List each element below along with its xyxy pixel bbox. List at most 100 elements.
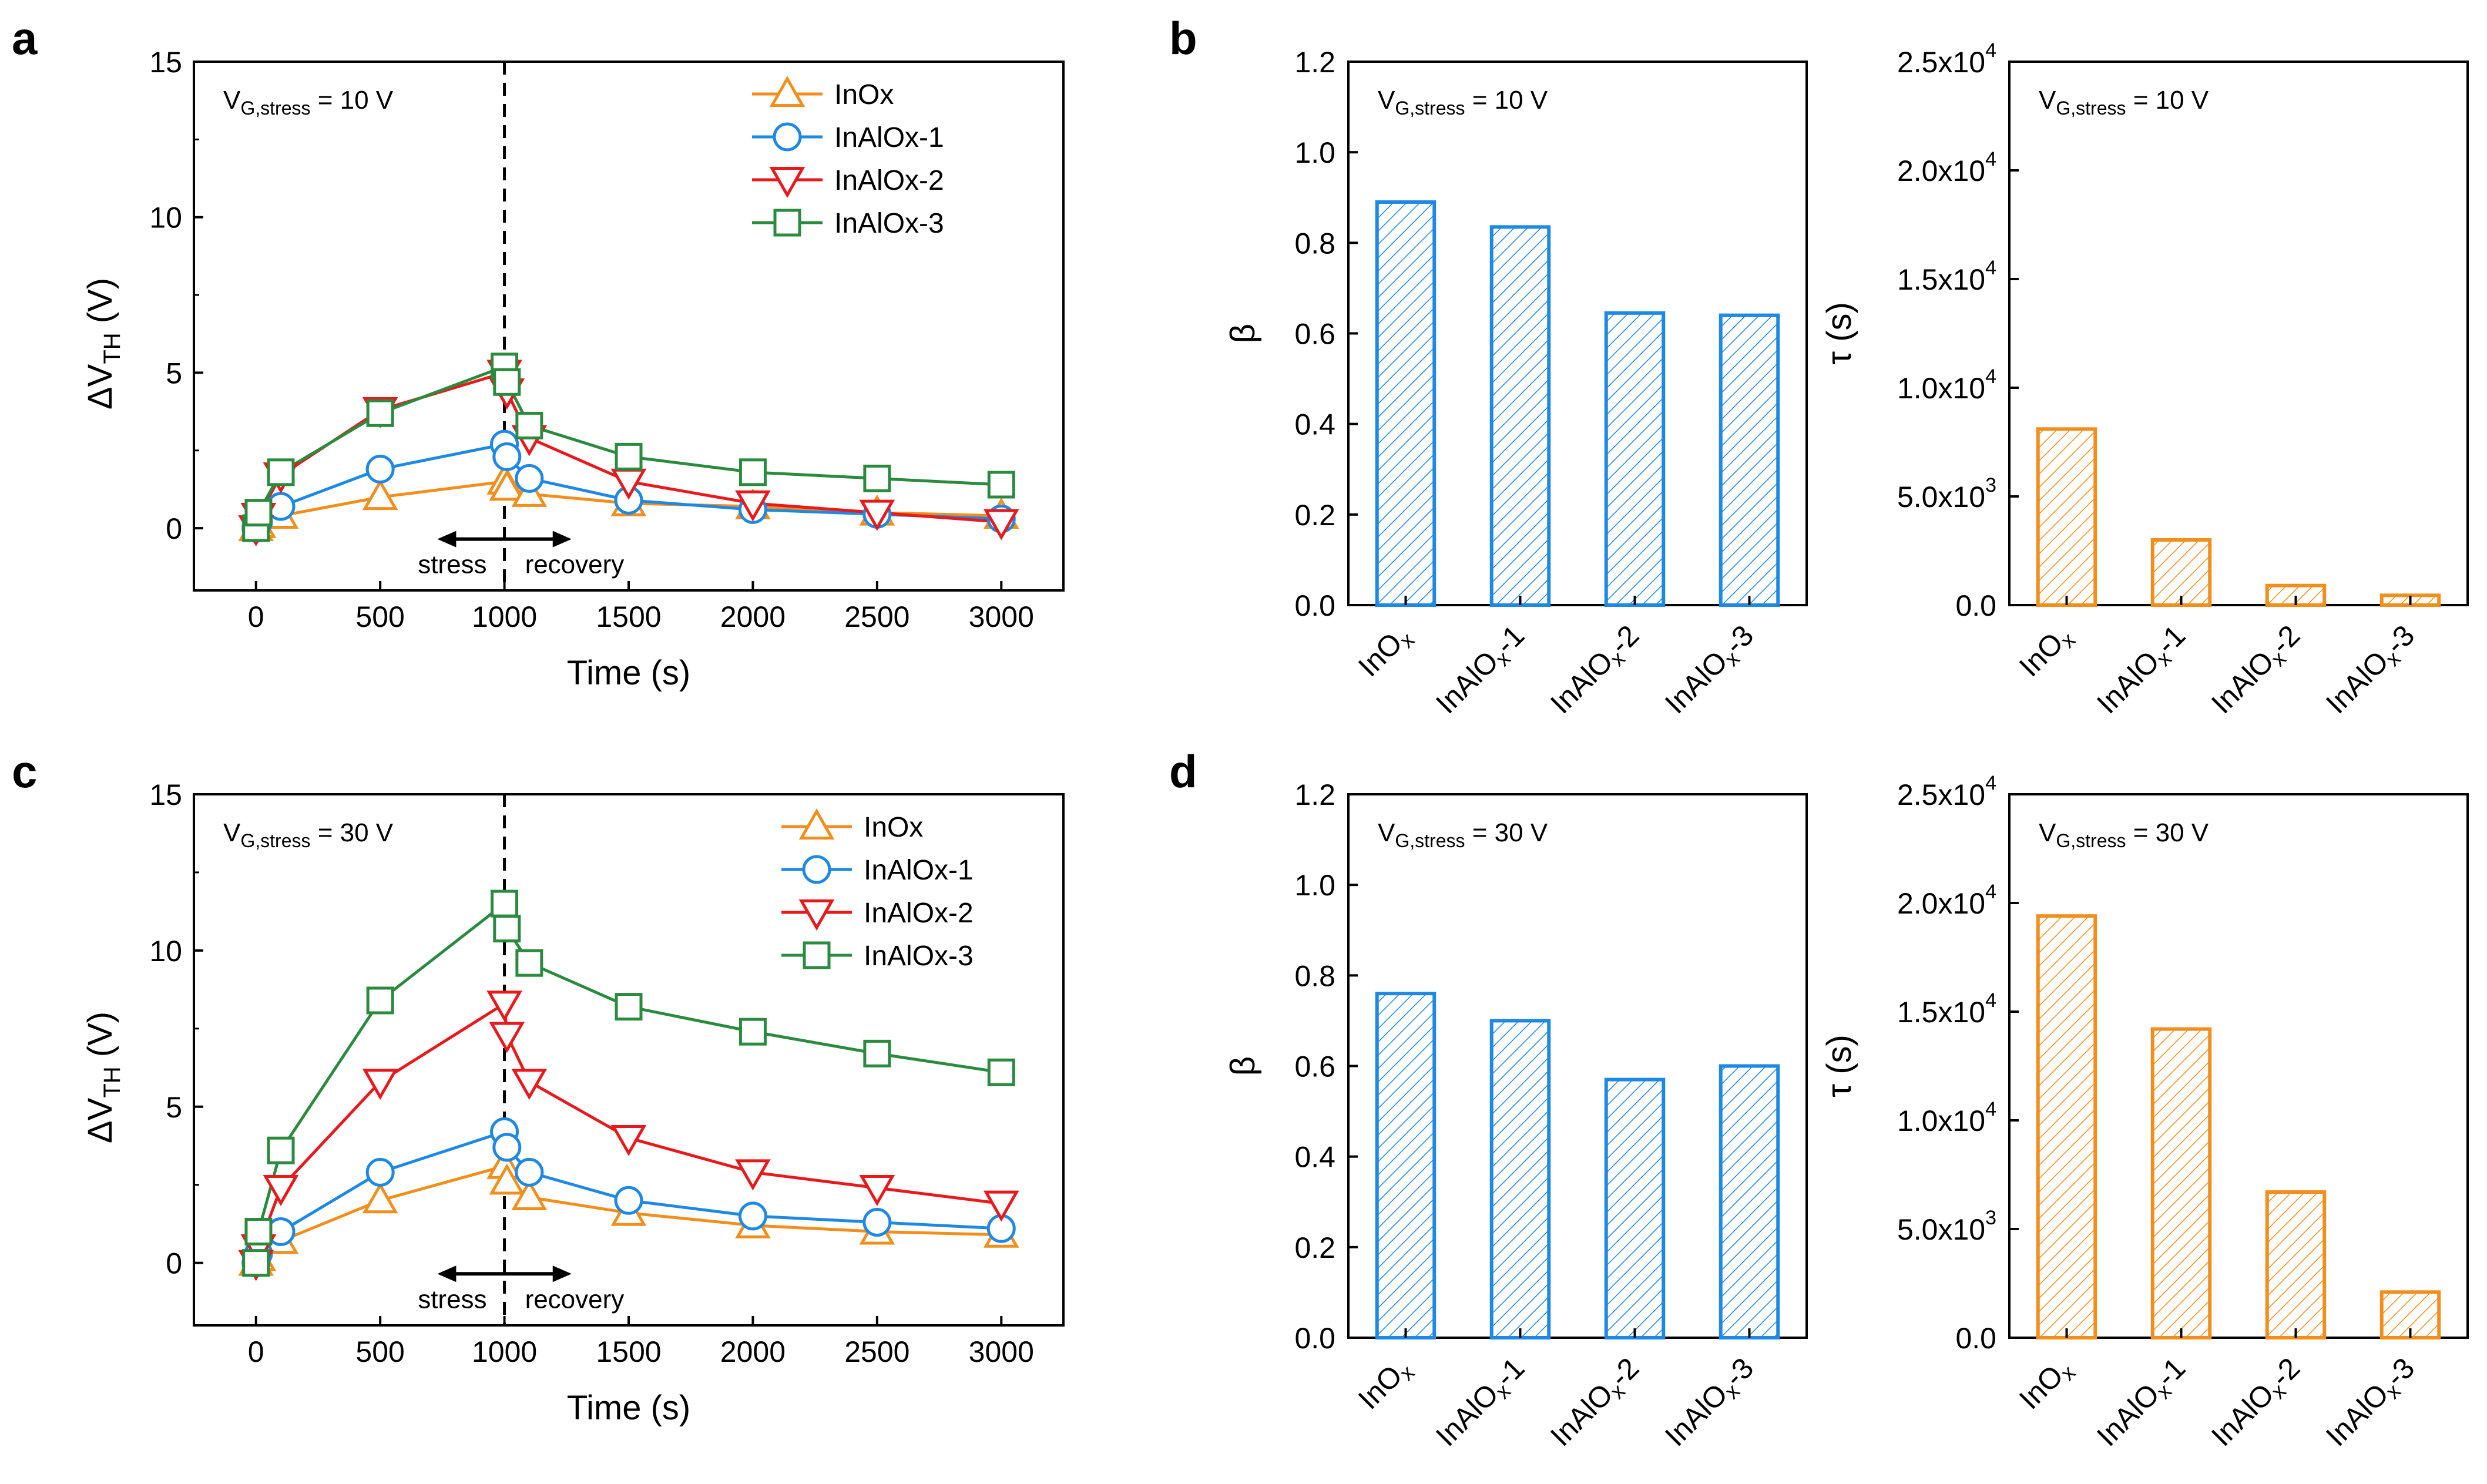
x-category-label: InOx (2013, 619, 2080, 686)
annotation-value: = 10 V (1465, 86, 1548, 115)
y-tick-exponent: 3 (1985, 1207, 1996, 1229)
y-tick-label: 0.4 (1294, 408, 1335, 441)
bar-InAlOx-1 (1489, 1019, 1551, 1339)
legend-entry: InAlOx-2 (834, 165, 944, 196)
annotation-value: = 10 V (310, 86, 393, 115)
annotation-value: = 30 V (2126, 818, 2209, 847)
y-tick-exponent: 4 (1985, 881, 1996, 903)
data-point-InAlOx-3 (242, 1249, 270, 1277)
y-axis-label-unit: (V) (81, 1012, 119, 1066)
legend-marker-InAlOx-3 (803, 941, 831, 969)
legend-marker-InOx (769, 75, 805, 107)
x-category-label: InAlOx-1 (2090, 1351, 2194, 1455)
x-tick-label: 2500 (844, 1335, 909, 1368)
data-point-InAlOx-1 (862, 1208, 892, 1237)
y-tick-mantissa: 0.0 (1955, 589, 1996, 622)
bar-InAlOx-2 (1604, 1077, 1666, 1339)
data-point-InAlOx-2 (735, 490, 771, 522)
annotation-value: = 30 V (1465, 818, 1548, 847)
y-tick-mantissa: 1.2 (1294, 46, 1335, 79)
y-tick-label: 1.2 (1294, 46, 1335, 79)
x-category-label: InAlOx-2 (2205, 619, 2309, 723)
legend-marker-InAlOx-1 (773, 122, 802, 152)
x-category-label: InAlOx-3 (2320, 619, 2424, 723)
bar-InOx (1375, 992, 1437, 1339)
data-point-InAlOx-3 (615, 442, 643, 471)
stress-arrow-head (437, 531, 457, 548)
x-category-label: InAlOx-2 (1544, 619, 1648, 723)
x-category-label: InAlOx-3 (1659, 1351, 1763, 1455)
stress-voltage-annotation: VG,stress = 30 V (223, 818, 394, 851)
y-tick-mantissa: 0.0 (1294, 1322, 1335, 1355)
y-tick-label: 1.0 (1294, 869, 1335, 902)
chart-b-beta-10v: 0.0 0.2 0.4 0.6 0.8 1.0 1.2 β VG,stress = 10 V In… (1224, 46, 1808, 723)
y-tick-label: 1.0x104 (1897, 365, 1996, 405)
bar-InAlOx-2 (1604, 311, 1666, 607)
data-point-InAlOx-2 (511, 1069, 548, 1100)
bar-InAlOx-1 (2150, 1027, 2212, 1339)
x-tick-label: 3000 (969, 600, 1034, 633)
y-tick-mantissa: 5.0x10 (1897, 1213, 1985, 1246)
y-axis-label-main: ΔV (81, 364, 119, 409)
y-tick-label: 2.5x104 (1897, 772, 1996, 811)
data-point-InAlOx-3 (493, 915, 521, 943)
data-point-InAlOx-3 (244, 1217, 273, 1245)
annotation-v: V (2039, 86, 2056, 115)
y-tick-exponent: 4 (1985, 1098, 1996, 1120)
x-tick-label: 2500 (844, 600, 909, 633)
y-tick-label: 1.5x104 (1897, 257, 1996, 296)
legend-marker-InAlOx-2 (769, 167, 805, 199)
y-tick-exponent: 4 (1985, 257, 1996, 279)
data-point-InAlOx-3 (267, 458, 295, 486)
y-tick-label: 2.0x104 (1897, 881, 1996, 920)
legend-entry: InAlOx-1 (864, 855, 974, 886)
data-point-InAlOx-3 (863, 1039, 891, 1067)
data-point-InAlOx-3 (366, 399, 394, 427)
y-tick-mantissa: 1.5x10 (1897, 263, 1985, 296)
y-tick-label: 10 (149, 202, 182, 234)
recovery-arrow-head (552, 1265, 572, 1282)
y-tick-label: 0.0 (1955, 589, 1996, 622)
bar-InAlOx-1 (1489, 225, 1551, 607)
y-tick-mantissa: 1.0x10 (1897, 372, 1985, 405)
y-axis-label-sub: TH (99, 333, 125, 364)
data-point-InAlOx-1 (515, 1157, 544, 1187)
y-tick-mantissa: 0.0 (1955, 1322, 1996, 1355)
x-category-label: InOx (1352, 1351, 1419, 1418)
x-tick-label: 500 (355, 600, 404, 633)
stress-voltage-annotation: VG,stress = 10 V (1378, 86, 1548, 119)
data-point-InAlOx-3 (615, 993, 643, 1021)
data-point-InOx (489, 469, 525, 501)
data-point-InAlOx-2 (859, 499, 895, 531)
annotation-sub: G,stress (240, 830, 310, 851)
data-point-InAlOx-1 (515, 464, 544, 493)
annotation-sub: G,stress (240, 98, 310, 119)
data-point-InAlOx-3 (493, 368, 521, 396)
data-point-InAlOx-3 (739, 458, 767, 486)
bar-InAlOx-3 (1719, 313, 1780, 607)
y-tick-label: 5.0x103 (1897, 1207, 1996, 1246)
bar-InAlOx-3 (1719, 1064, 1780, 1339)
annotation-sub: G,stress (2056, 98, 2126, 119)
y-tick-label: 1.2 (1294, 778, 1335, 811)
y-tick-mantissa: 1.0 (1294, 869, 1335, 902)
y-tick-mantissa: 1.2 (1294, 778, 1335, 811)
bar-InOx (1375, 200, 1437, 607)
y-tick-mantissa: 2.5x10 (1897, 778, 1985, 811)
x-category-label: InAlOx-2 (1544, 1351, 1648, 1455)
panel-label-a: a (12, 12, 38, 64)
y-tick-mantissa: 2.0x10 (1897, 887, 1985, 920)
y-tick-exponent: 4 (1985, 772, 1996, 794)
legend-marker-InAlOx-2 (798, 899, 835, 931)
data-point-InOx (362, 479, 398, 511)
y-axis-label-sub: TH (99, 1066, 125, 1097)
x-tick-label: 2000 (720, 600, 786, 633)
y-tick-exponent: 4 (1985, 39, 1996, 62)
y-tick-label: 15 (149, 46, 182, 79)
x-axis-label: Time (s) (567, 1389, 690, 1427)
x-category-label: InAlOx-1 (1429, 619, 1533, 723)
data-point-InAlOx-3 (515, 411, 543, 439)
data-point-InAlOx-1 (492, 1133, 522, 1162)
chart-b-tau-10v: 0.05.0x1031.0x1041.5x1042.0x1042.5x104τ … (1820, 39, 2469, 723)
